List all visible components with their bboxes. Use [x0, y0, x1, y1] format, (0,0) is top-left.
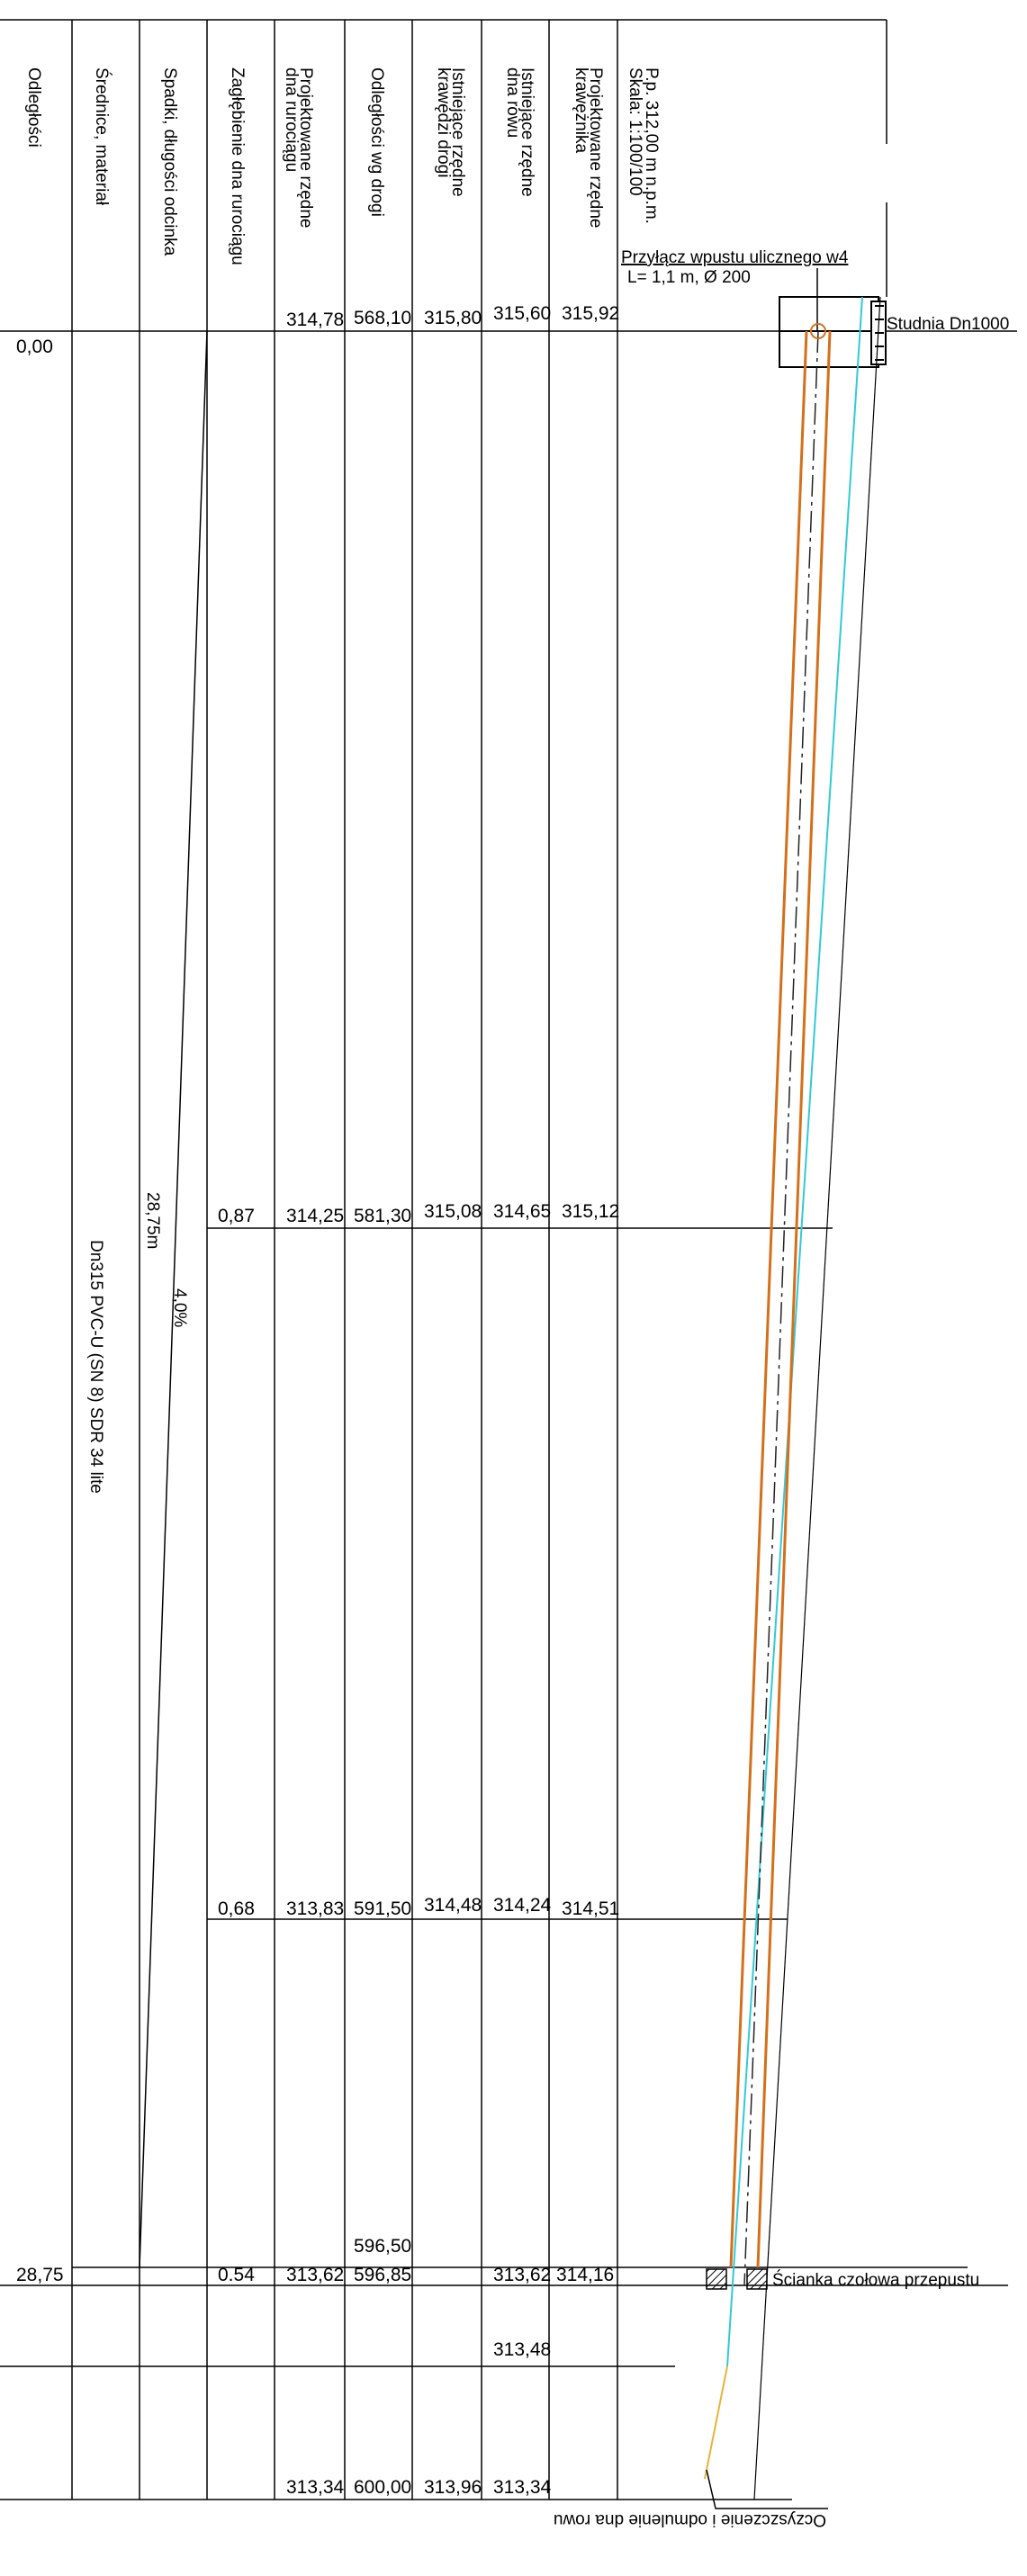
header-label-curb-1: Projektowane rzędne [586, 67, 605, 229]
row2-road-edge: 315,08 [424, 1201, 482, 1222]
pipe-outer-left [729, 330, 808, 2268]
row4-pipe-invert: 313,62 [286, 2265, 344, 2285]
row6-ditch-bottom: 313,34 [493, 2477, 552, 2498]
row4-road-distance-alt: 596,50 [354, 2236, 411, 2257]
ditch-lines [704, 296, 881, 2500]
header-label-road-edge-1: Istniejące rzędne [448, 67, 467, 197]
row3-ditch-bottom: 314,24 [493, 1895, 552, 1916]
row3-pipe-invert: 313,83 [286, 1898, 344, 1919]
ditch-cleaning-callout: Oczyszczenie i odmulenie dna rowu [554, 2469, 828, 2529]
row1-ditch-bottom: 315,60 [493, 303, 551, 324]
ditch-bottom-extension [704, 2365, 728, 2480]
distance-start: 0,00 [16, 337, 53, 357]
row1-curb: 315,92 [562, 303, 619, 324]
row2-pipe-invert: 314,25 [286, 1206, 344, 1226]
header-label-depth: Zagłębienie dna rurociągu [228, 67, 247, 265]
headwall-label: Ścianka czołowa przepustu [772, 2270, 979, 2290]
pipe-outer-right [756, 330, 832, 2268]
header-label-curb-2: krawężnika [572, 67, 590, 153]
header-label-pipe-invert-1: Projektowane rzędne [296, 67, 315, 229]
row3-road-distance: 591,50 [354, 1898, 411, 1919]
row3-road-edge: 314,48 [424, 1895, 482, 1916]
header-label-diameter: Średnice, materiał [92, 67, 112, 206]
segment-length: 28,75m [143, 1192, 162, 1249]
distance-end: 28,75 [16, 2265, 64, 2285]
header-label-distances: Odległości [24, 67, 43, 148]
header-label-road-distance: Odległości wg drogi [367, 67, 386, 217]
row-values: 314,78 568,10 315,80 315,60 315,92 0,87 … [16, 303, 619, 2498]
segment-material: Dn315 PVC-U (SN 8) SDR 34 lite [86, 1240, 105, 1494]
header-label-ditch-bottom-2: dna rowu [503, 67, 522, 138]
headwall-symbol [706, 2268, 768, 2290]
header-labels: Odległości Średnice, materiał Spadki, dł… [24, 67, 661, 265]
header-label-road-edge-2: krawędzi drogi [434, 67, 453, 178]
row2-depth: 0,87 [218, 1206, 255, 1226]
row4-road-distance: 596,85 [354, 2265, 411, 2285]
row2-curb: 315,12 [562, 1201, 619, 1222]
datum-label: P.p. 312,00 m n.p.m. [642, 67, 661, 224]
row1-pipe-invert: 314,78 [286, 310, 344, 330]
header-label-slope: Spadki, długości odcinka [160, 67, 179, 256]
connection-label: Przyłącz wpustu ulicznego w4 [621, 248, 849, 267]
row4-curb: 314,16 [556, 2265, 614, 2285]
pipe-inlet-circle [810, 323, 826, 339]
pipe-axis [743, 330, 819, 2286]
row3-depth: 0,68 [218, 1898, 255, 1919]
row3-curb: 314,51 [562, 1898, 619, 1919]
row4-ditch-bottom: 313,62 [493, 2265, 551, 2285]
row2-ditch-bottom: 314,65 [493, 1201, 551, 1222]
road-edge-line [753, 296, 881, 2500]
row5-ditch-bottom: 313,48 [493, 2339, 551, 2360]
scale-label: Skala: 1:100/100 [626, 67, 644, 196]
pipe-profile [729, 323, 832, 2286]
row2-road-distance: 581,30 [354, 1206, 411, 1226]
profile-table-grid [0, 19, 1017, 2500]
segment-info: Dn315 PVC-U (SN 8) SDR 34 lite 28,75m 4,… [86, 1192, 189, 1494]
connection-annotation: Przyłącz wpustu ulicznego w4 L= 1,1 m, Ø… [621, 248, 849, 331]
row6-road-distance: 600,00 [354, 2477, 411, 2498]
ditch-bottom-line [726, 296, 863, 2367]
ditch-cleaning-label: Oczyszczenie i odmulenie dna rowu [554, 2510, 826, 2529]
well-label: Studnia Dn1000 [887, 315, 1009, 334]
header-label-pipe-invert-2: dna rurociągu [282, 67, 301, 172]
row6-pipe-invert: 313,34 [286, 2477, 345, 2498]
row4-depth: 0.54 [218, 2265, 255, 2285]
header-label-ditch-bottom-1: Istniejące rzędne [518, 67, 536, 197]
well-symbol [779, 296, 887, 368]
row6-road-edge: 313,96 [424, 2477, 482, 2498]
row1-road-distance: 568,10 [354, 308, 411, 328]
segment-slope: 4,0% [170, 1288, 189, 1327]
row1-road-edge: 315,80 [424, 308, 482, 328]
connection-params: L= 1,1 m, Ø 200 [627, 268, 751, 287]
